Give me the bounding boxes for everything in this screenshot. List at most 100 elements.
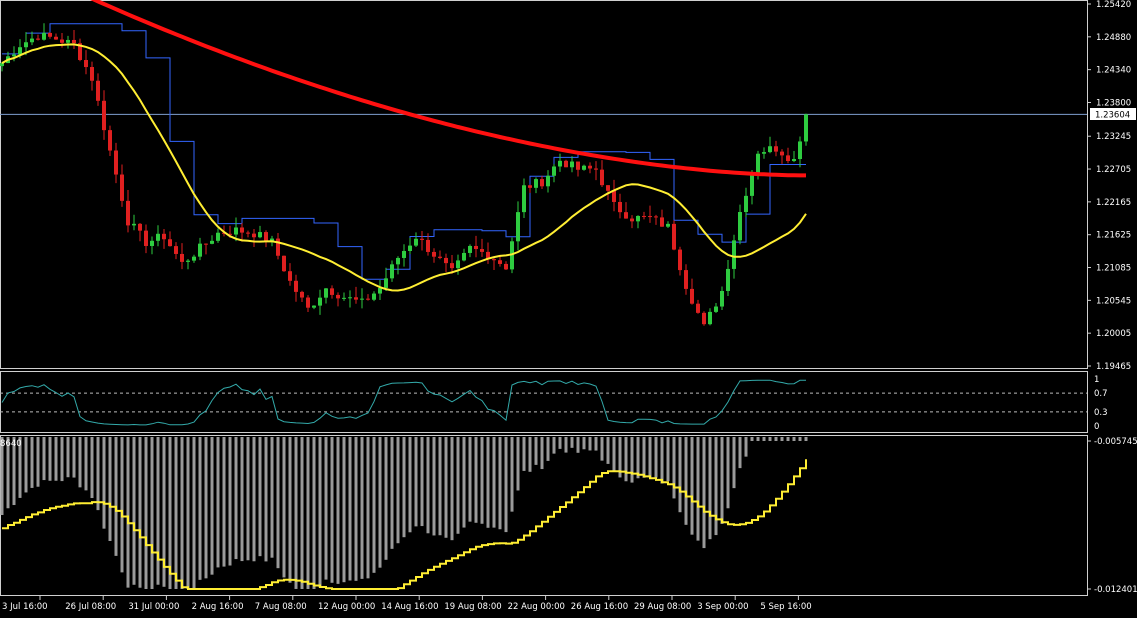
histogram-bar <box>168 437 172 589</box>
histogram-bar <box>102 437 106 529</box>
histogram-bar <box>762 437 766 441</box>
histogram-bar <box>714 437 718 536</box>
histogram-bar <box>108 437 112 542</box>
candle-body <box>234 227 238 235</box>
oscillator-tick-label: 0 <box>1094 422 1099 432</box>
histogram-bar <box>126 437 130 588</box>
candle-body <box>348 297 352 299</box>
time-tick-label: 22 Aug 00:00 <box>508 602 565 612</box>
candle-body <box>48 32 52 37</box>
histogram-bar <box>276 437 280 569</box>
histogram-bar <box>132 437 136 585</box>
candle-body <box>588 165 592 169</box>
candle-body <box>372 293 376 300</box>
candle-body <box>432 251 436 257</box>
time-tick-label: 31 Jul 00:00 <box>128 602 179 612</box>
candle-body <box>120 174 124 201</box>
candle-body <box>78 43 82 60</box>
price-panel-frame <box>0 0 1088 369</box>
histogram-bar <box>462 437 466 528</box>
histogram-bar <box>696 437 700 541</box>
histogram-bar <box>246 437 250 561</box>
candle-body <box>750 172 754 196</box>
histogram-bar <box>624 437 628 482</box>
price-tick-label: 1.20545 <box>1096 296 1131 306</box>
candle-body <box>186 260 190 262</box>
histogram-bar <box>468 437 472 522</box>
time-tick-label: 14 Aug 16:00 <box>381 602 438 612</box>
time-tick-label: 5 Sep 16:00 <box>760 602 811 612</box>
histogram-bar <box>582 437 586 450</box>
candle-body <box>330 288 334 295</box>
price-tick-label: 1.23245 <box>1096 132 1131 142</box>
histogram-bar <box>66 437 70 478</box>
histogram-bar <box>180 437 184 589</box>
candle-body <box>294 280 298 292</box>
histogram-bar <box>348 437 352 581</box>
histogram-bar <box>390 437 394 549</box>
histogram-bar <box>30 437 34 488</box>
histogram-bar <box>804 437 808 441</box>
candle-body <box>168 239 172 247</box>
histogram-bar <box>402 437 406 538</box>
candle-body <box>666 223 670 227</box>
candle-body <box>492 259 496 261</box>
histogram-bar <box>522 437 526 471</box>
histogram-bar <box>684 437 688 525</box>
candle-body <box>216 232 220 241</box>
candle-body <box>690 288 694 304</box>
histogram-bar <box>240 437 244 562</box>
histogram-bar <box>798 437 802 441</box>
candle-body <box>288 271 292 281</box>
candle-body <box>90 67 94 81</box>
time-tick-label: 7 Aug 08:00 <box>255 602 307 612</box>
candle-body <box>258 232 262 238</box>
histogram-bar <box>612 437 616 471</box>
histogram-bar <box>54 437 58 481</box>
current-price-tag <box>1090 108 1136 120</box>
candle-body <box>672 223 676 250</box>
histogram-bar <box>0 437 4 515</box>
candle-body <box>558 160 562 167</box>
histogram-bar <box>192 437 196 589</box>
histogram-bar <box>732 437 736 489</box>
candle-body <box>240 227 244 233</box>
candle-body <box>732 240 736 269</box>
price-tick-label: 1.20005 <box>1096 329 1131 339</box>
candle-body <box>210 240 214 244</box>
histogram-bar <box>792 437 796 441</box>
histogram-bar <box>534 437 538 465</box>
price-tick-label: 1.25420 <box>1096 0 1131 10</box>
histogram-bar <box>408 437 412 533</box>
histogram-bar <box>774 437 778 441</box>
price-tick-label: 1.24880 <box>1096 33 1131 43</box>
histogram-bar <box>636 437 640 479</box>
candle-body <box>696 303 700 313</box>
candle-body <box>60 39 64 43</box>
histogram-bar <box>234 437 238 560</box>
candle-body <box>204 243 208 245</box>
candle-body <box>396 257 400 265</box>
candle-body <box>24 42 28 48</box>
histogram-bar <box>42 437 46 481</box>
candle-body <box>762 152 766 154</box>
candle-body <box>630 218 634 222</box>
candle-body <box>420 238 424 240</box>
moving-average-mid <box>1 43 807 292</box>
histogram-bar <box>252 437 256 562</box>
candle-body <box>600 169 604 186</box>
candle-body <box>636 215 640 222</box>
histogram-bar <box>264 437 268 562</box>
histogram-bar <box>342 437 346 583</box>
histogram-bar <box>450 437 454 541</box>
candle-body <box>720 290 724 307</box>
price-panel <box>0 0 1087 326</box>
histogram-bar <box>48 437 52 481</box>
histogram-bar <box>768 437 772 441</box>
histogram-bar <box>456 437 460 534</box>
candle-body <box>726 268 730 291</box>
candle-body <box>150 240 154 246</box>
candle-body <box>648 216 652 218</box>
candle-body <box>342 297 346 299</box>
